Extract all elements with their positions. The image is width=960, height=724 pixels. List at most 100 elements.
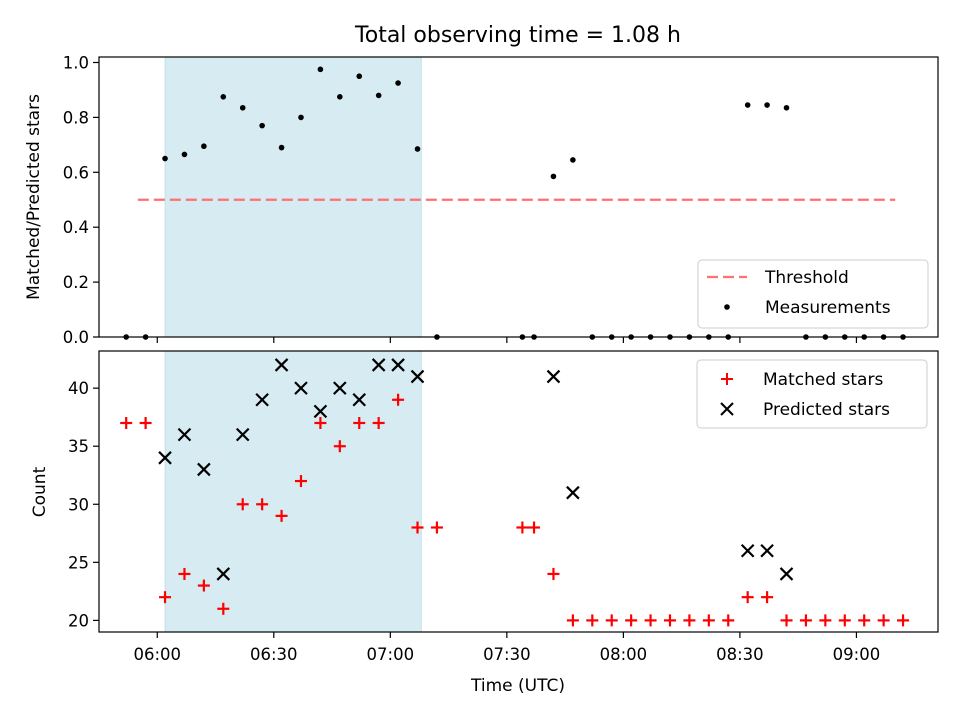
predicted-stars-point [566, 485, 580, 500]
bottom-xtick-label: 06:30 [250, 645, 298, 664]
matched-stars-point [663, 614, 676, 627]
matched-stars-point [877, 614, 890, 627]
top-measurement-point [239, 104, 246, 111]
predicted-stars-point [352, 392, 367, 407]
top-measurement-point [744, 102, 751, 108]
matched-stars-point [353, 416, 366, 429]
predicted-stars-point [546, 369, 561, 384]
top-measurement-point [356, 73, 363, 80]
matched-stars-point [722, 614, 735, 627]
matched-stars-point [372, 416, 385, 429]
matched-stars-point [644, 614, 657, 627]
matched-stars-point [294, 475, 307, 488]
top-measurement-point [220, 94, 227, 100]
bottom-xtick-label: 07:00 [367, 645, 415, 664]
matched-stars-point [256, 498, 269, 511]
top-ytick-label: 0.4 [63, 218, 89, 237]
predicted-stars-point [255, 392, 269, 407]
matched-stars-point [178, 567, 191, 580]
top-ytick-label: 0.2 [63, 273, 89, 292]
top-x-axis [156, 337, 858, 343]
bottom-y-axis: 20 25 30 35 40 [68, 379, 99, 630]
matched-stars-point [605, 614, 618, 627]
chart-title: Total observing time = 1.08 h [354, 23, 681, 48]
top-measurement-point [764, 102, 770, 108]
bottom-points [120, 358, 910, 627]
legend-measurements-swatch [724, 304, 730, 310]
matched-stars-point [819, 614, 832, 627]
bottom-xtick-label: 08:30 [716, 645, 764, 664]
top-y-axis: 0.0 0.2 0.4 0.6 0.8 1.0 [63, 53, 99, 347]
matched-stars-point [411, 521, 424, 534]
bottom-xtick-label: 09:00 [833, 645, 881, 664]
top-measurement-point [570, 157, 576, 163]
top-axes-frame [98, 56, 939, 338]
matched-stars-point [217, 602, 230, 615]
matched-stars-point [780, 614, 793, 627]
predicted-stars-point [235, 427, 250, 442]
predicted-stars-point [197, 462, 211, 477]
bottom-ytick-label: 35 [68, 437, 89, 456]
matched-stars-point [236, 498, 249, 511]
legend-predicted-label: Predicted stars [763, 400, 890, 420]
top-measurement-point [414, 146, 421, 152]
matched-stars-point [275, 509, 288, 522]
predicted-stars-point [177, 427, 192, 442]
matched-stars-point [625, 614, 638, 627]
predicted-stars-point [410, 369, 425, 384]
predicted-stars-point [391, 358, 405, 372]
matched-stars-point [683, 614, 696, 627]
matched-stars-point [159, 591, 172, 604]
predicted-stars-point [294, 381, 308, 395]
top-ytick-label: 0.6 [63, 163, 89, 182]
matched-stars-point [333, 440, 346, 453]
top-ytick-label: 1.0 [63, 53, 89, 72]
matched-stars-point [314, 416, 327, 429]
matched-stars-point [858, 614, 871, 627]
matched-stars-point [120, 416, 133, 429]
top-measurement-point [337, 94, 343, 100]
matched-stars-point [702, 614, 715, 627]
bottom-ytick-label: 25 [68, 553, 89, 572]
bottom-y-label: Count [30, 466, 50, 517]
bottom-axes-frame [98, 350, 939, 633]
top-shaded-span [164, 56, 422, 338]
legend-predicted-swatch [720, 402, 734, 416]
predicted-stars-point [274, 358, 289, 372]
matched-stars-point [741, 591, 754, 604]
legend-matched-swatch [721, 373, 733, 385]
top-measurement-point [162, 155, 168, 162]
top-measurement-point [181, 151, 188, 158]
top-measurement-point [259, 122, 265, 129]
top-ytick-label: 0.0 [63, 328, 89, 347]
matched-stars-point [566, 614, 579, 627]
matched-stars-point [838, 614, 851, 627]
predicted-stars-point [158, 451, 172, 465]
matched-stars-point [197, 579, 210, 592]
top-measurement-point [317, 66, 324, 73]
matched-stars-point [897, 614, 910, 627]
bottom-legend-box [696, 359, 928, 429]
matched-stars-point [761, 591, 774, 604]
top-measurement-point [375, 92, 382, 99]
top-y-label: Matched/Predicted stars [24, 94, 44, 300]
top-measurement-point [783, 104, 790, 111]
matched-stars-point [430, 521, 443, 534]
top-panel: 0.0 0.2 0.4 0.6 0.8 1.0 Matched/Predicted sta… [24, 53, 939, 347]
top-measurement-point [201, 143, 207, 150]
matched-stars-point [516, 521, 529, 534]
legend-matched-label: Matched stars [763, 370, 883, 390]
bottom-ytick-label: 30 [68, 495, 89, 514]
predicted-stars-point [779, 567, 794, 581]
top-legend-box [697, 259, 929, 329]
bottom-ytick-label: 40 [68, 379, 89, 398]
predicted-stars-point [740, 543, 755, 558]
bottom-x-axis: 06:00 06:30 07:00 07:30 08:00 08:30 09:00 [133, 632, 880, 664]
bottom-ytick-label: 20 [68, 611, 89, 630]
predicted-stars-point [760, 543, 774, 558]
matched-stars-point [139, 416, 152, 429]
matched-stars-point [392, 393, 405, 406]
legend-threshold-label: Threshold [764, 268, 849, 288]
predicted-stars-point [333, 381, 347, 395]
